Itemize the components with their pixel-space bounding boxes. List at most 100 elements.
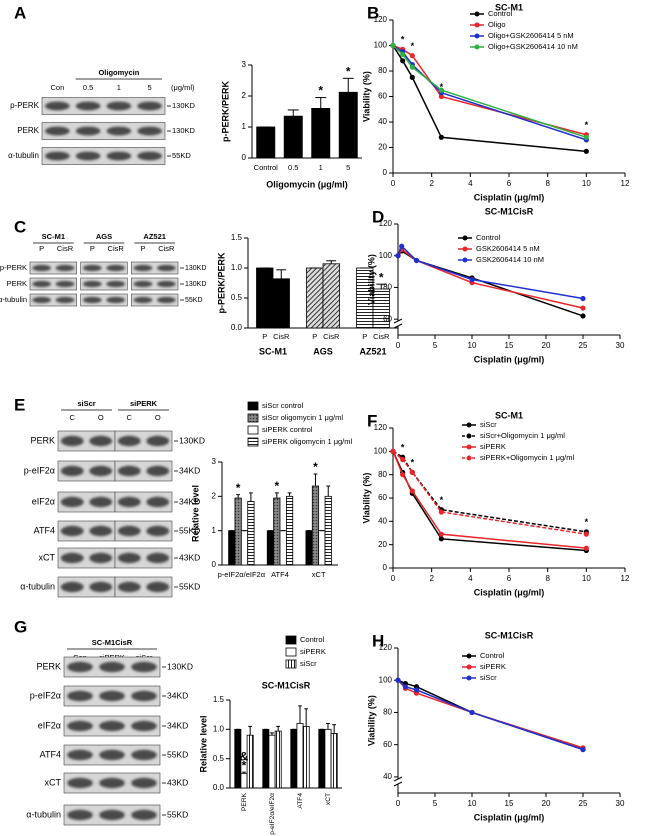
legend-label: siPERK (300, 647, 326, 656)
bar (279, 530, 287, 566)
blot-band (131, 690, 157, 702)
data-point (438, 536, 444, 542)
y-tick-label: 100 (374, 446, 388, 455)
legend-marker (466, 422, 472, 428)
bar (262, 728, 270, 789)
x-tick-label: 0 (391, 574, 396, 583)
x-axis-label: Oligomycin (μg/ml) (266, 179, 348, 189)
legend-label: Control (476, 233, 501, 242)
size-label: 55KD (172, 151, 191, 160)
legend-label: siScr+Oligomycin 1 μg/ml (480, 431, 565, 440)
x-axis-label: Cisplatin (μg/ml) (474, 192, 545, 202)
blot-band (131, 777, 157, 789)
blot-band (106, 151, 132, 161)
chart-title: SC-M1CisR (485, 206, 534, 216)
size-label: 55KD (167, 809, 188, 819)
column-label: CisR (158, 244, 175, 253)
bar (273, 497, 281, 566)
row-label: eIF2α (38, 720, 61, 730)
row-label: α-tubulin (8, 151, 39, 160)
blot-header: SC-M1CisR (92, 638, 133, 647)
data-point (580, 746, 586, 753)
legend-swatch (247, 413, 259, 423)
blot-band (83, 296, 102, 304)
x-tick-label: p-eIF2α/eIF2α (269, 793, 276, 835)
row-label: xCT (45, 777, 62, 787)
column-label: P (140, 244, 145, 253)
bar (228, 530, 236, 566)
bar (318, 530, 326, 566)
series-label: CisR (273, 332, 290, 341)
legend-label: Control (300, 635, 325, 644)
blot-band (99, 749, 125, 761)
group-label: siPERK (130, 399, 158, 408)
blot-band (60, 435, 84, 447)
y-tick-label: 40 (378, 516, 387, 525)
row-label: α-tubulin (0, 295, 27, 304)
blot-band (146, 525, 170, 537)
data-point (400, 58, 406, 64)
x-tick-label: 0 (391, 179, 396, 188)
annotation: * (411, 41, 415, 51)
data-point (583, 545, 589, 551)
row-label: p-PERK (10, 101, 40, 110)
row-label: PERK (7, 279, 27, 288)
blot-band (117, 435, 141, 447)
blot-band (55, 264, 75, 272)
x-tick-label: 10 (582, 179, 591, 188)
data-point (399, 243, 405, 249)
axis-break-gap (395, 321, 401, 326)
x-tick-label: 10 (582, 574, 591, 583)
y-tick-label: 3 (212, 457, 217, 466)
blot-band (106, 101, 132, 111)
y-tick-label: 1.0 (213, 724, 225, 733)
y-tick-label: 100 (374, 41, 388, 50)
blot-band (89, 525, 113, 537)
blot-band (89, 552, 113, 564)
y-tick-label: 1.5 (213, 695, 225, 704)
blot-band (32, 280, 51, 288)
x-tick-label: 8 (545, 179, 550, 188)
annotation: * (440, 495, 444, 505)
bar (322, 263, 340, 329)
y-tick-label: 0 (242, 153, 247, 162)
x-tick-label: 0.5 (288, 163, 298, 172)
y-axis-label: Relative level (198, 715, 208, 772)
x-axis-label: Cisplatin (μg/ml) (474, 354, 545, 364)
x-tick-label: 20 (542, 799, 551, 808)
blot-band (67, 690, 93, 702)
blot-band (131, 720, 157, 732)
x-tick-label: 20 (542, 341, 551, 350)
blot-band (106, 264, 125, 272)
y-tick-label: 120 (379, 219, 393, 228)
y-axis-label: Viability (%) (366, 695, 376, 746)
legend-marker (462, 246, 468, 252)
bar (324, 495, 332, 566)
y-tick-label: 80 (383, 283, 392, 292)
x-tick-label: 2 (429, 179, 434, 188)
blot-band (146, 552, 170, 564)
blot-band (89, 435, 113, 447)
x-tick-label: 10 (468, 341, 477, 350)
annotation: * (242, 758, 247, 772)
annotation: * (236, 481, 241, 495)
y-tick-label: 1.0 (231, 263, 243, 272)
x-tick-label: 5 (346, 163, 350, 172)
blot-band (67, 661, 93, 673)
legend-label: Oligo+GSK2606414 5 nM (488, 31, 574, 40)
row-label: p-PERK (0, 263, 27, 272)
panel-label: F (367, 411, 377, 430)
data-point (409, 53, 415, 59)
legend-label: Oligo (488, 20, 506, 29)
y-tick-label: 20 (378, 143, 387, 152)
panel-label: C (14, 217, 26, 236)
blot-band (157, 280, 176, 288)
annotation: * (440, 82, 444, 92)
column-label: CisR (57, 244, 74, 253)
series-line (392, 450, 587, 533)
data-point (400, 456, 406, 463)
y-tick-label: 60 (383, 314, 392, 323)
series-line (392, 44, 587, 141)
column-label: 5 (148, 83, 152, 92)
blot-band (157, 264, 176, 272)
